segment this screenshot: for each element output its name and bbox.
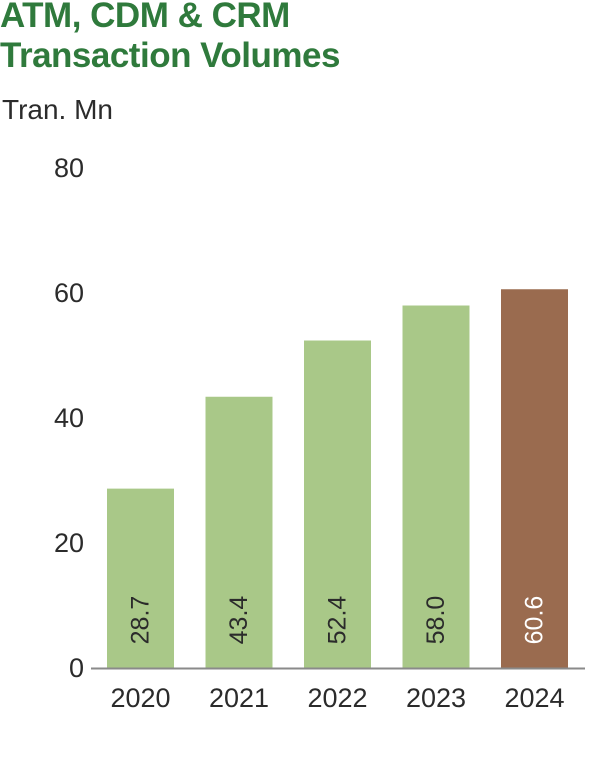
y-tick-label: 20: [54, 528, 84, 558]
y-tick-label: 40: [54, 403, 84, 433]
y-tick-label: 0: [69, 653, 84, 683]
chart-title-line-2: Transaction Volumes: [0, 36, 340, 75]
bar-2022: [304, 340, 371, 668]
bar-value-label: 43.4: [225, 596, 253, 645]
x-tick-label: 2024: [504, 683, 564, 713]
bar-value-label: 28.7: [127, 596, 155, 645]
x-tick-label: 2023: [406, 683, 466, 713]
bar-2021: [205, 396, 273, 668]
bar-2020: [107, 488, 174, 668]
x-tick-label: 2020: [110, 683, 170, 713]
y-tick-label: 80: [54, 153, 84, 183]
y-axis-unit-label: Tran. Mn: [2, 94, 113, 125]
bar-value-label: 58.0: [422, 596, 450, 645]
x-tick-label: 2021: [209, 683, 269, 713]
bar-value-label: 60.6: [521, 596, 549, 645]
chart-title: ATM, CDM & CRM Transaction Volumes: [0, 0, 600, 76]
y-tick-label: 60: [54, 278, 84, 308]
bar-2023: [402, 305, 470, 668]
bar-2024: [501, 289, 568, 668]
bar-value-label: 52.4: [324, 596, 352, 645]
chart-title-line-1: ATM, CDM & CRM: [0, 0, 290, 35]
x-tick-label: 2022: [307, 683, 367, 713]
